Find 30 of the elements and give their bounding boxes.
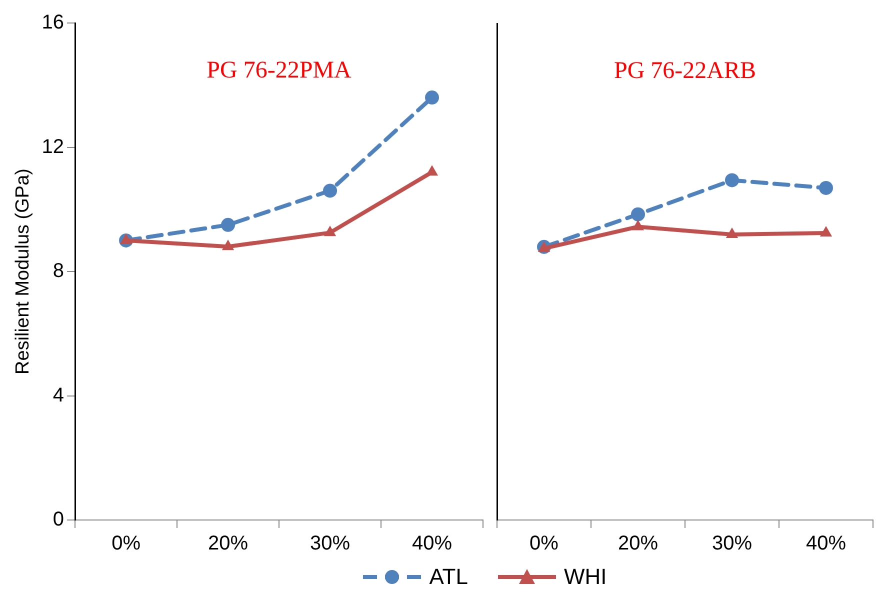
- point: [632, 220, 644, 230]
- point: [323, 184, 338, 198]
- point: [425, 90, 440, 105]
- x-tick-label: 20%: [208, 532, 248, 555]
- y-tick-label: 16: [42, 12, 64, 34]
- legend-label: ATL: [429, 564, 468, 590]
- point: [221, 218, 236, 232]
- annotation: PG 76-22PMA: [206, 57, 352, 84]
- y-tick-label: 8: [52, 260, 64, 282]
- x-tick-label: 30%: [712, 532, 752, 555]
- point: [819, 180, 833, 195]
- x-tick-label: 0%: [530, 532, 559, 555]
- point: [820, 226, 832, 236]
- point: [726, 228, 738, 238]
- point: [222, 240, 234, 250]
- y-tick-label: 0: [52, 508, 64, 531]
- x-tick-label: 40%: [412, 532, 452, 555]
- annotation: PG 76-22ARB: [614, 58, 756, 84]
- point: [725, 173, 739, 188]
- y-tick-label: 4: [52, 384, 64, 406]
- legend-label: WHI: [564, 564, 607, 590]
- y-tick-label: 12: [42, 136, 64, 158]
- point: [631, 207, 645, 222]
- x-tick-label: 20%: [618, 532, 658, 555]
- point: [324, 226, 336, 236]
- x-tick-label: 40%: [806, 532, 846, 555]
- y-axis-title: Resilient Modulus (GPa): [12, 168, 34, 374]
- point: [120, 233, 132, 244]
- x-tick-label: 30%: [310, 532, 350, 555]
- x-tick-label: 0%: [112, 532, 141, 555]
